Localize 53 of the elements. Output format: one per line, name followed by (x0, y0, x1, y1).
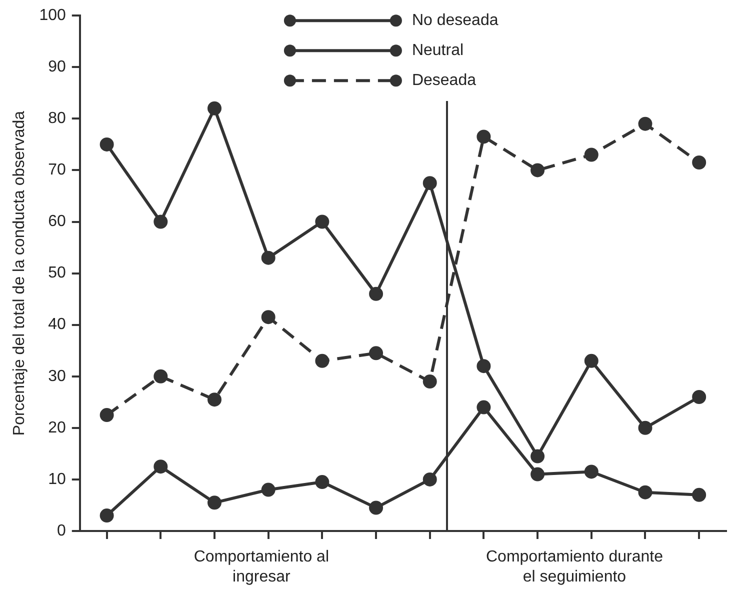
point (584, 464, 598, 479)
point (692, 155, 706, 170)
point (100, 408, 114, 422)
point (208, 101, 222, 116)
point (638, 116, 652, 131)
point (261, 250, 276, 265)
y-tick-label: 70 (48, 162, 66, 179)
point (369, 346, 384, 360)
point (369, 286, 384, 301)
point (315, 475, 330, 490)
point (692, 488, 706, 502)
y-tick-label: 80 (48, 110, 66, 128)
point (154, 460, 168, 474)
point (315, 354, 330, 368)
y-tick-label: 0 (56, 522, 66, 540)
y-tick-label: 90 (48, 58, 66, 76)
text: Comportamiento durante el seguimiento (486, 548, 664, 586)
point (530, 163, 545, 178)
point (530, 449, 545, 464)
point (638, 420, 652, 435)
y-tick-label: 100 (39, 7, 66, 24)
point (530, 467, 545, 482)
text: Comportamiento al ingresar (194, 548, 330, 586)
point (208, 392, 222, 407)
point (476, 359, 491, 374)
point (315, 214, 330, 229)
point (584, 148, 598, 162)
point (476, 130, 491, 144)
y-tick-label: 10 (48, 470, 66, 488)
y-tick-label: 20 (48, 419, 66, 436)
point (422, 176, 437, 190)
point (369, 500, 384, 515)
y-tick-label: 60 (48, 213, 66, 230)
legend-label: Deseada (412, 72, 476, 90)
point (208, 496, 222, 510)
point (261, 310, 276, 324)
y-tick-label: 40 (48, 316, 66, 334)
point (584, 354, 598, 368)
y-axis-title: Porcentaje del total de la conducta observada (11, 110, 28, 436)
point (100, 137, 114, 152)
legend-label: Neutral (412, 42, 464, 60)
point (154, 214, 168, 229)
point (100, 508, 114, 523)
y-tick-label: 50 (48, 264, 66, 282)
point (261, 482, 276, 497)
y-tick-label: 30 (48, 368, 66, 385)
point (422, 374, 437, 389)
point (692, 390, 706, 404)
point (422, 472, 437, 486)
legend-label: No deseada (412, 12, 498, 30)
point (154, 369, 168, 384)
point (476, 400, 491, 414)
point (638, 485, 652, 500)
